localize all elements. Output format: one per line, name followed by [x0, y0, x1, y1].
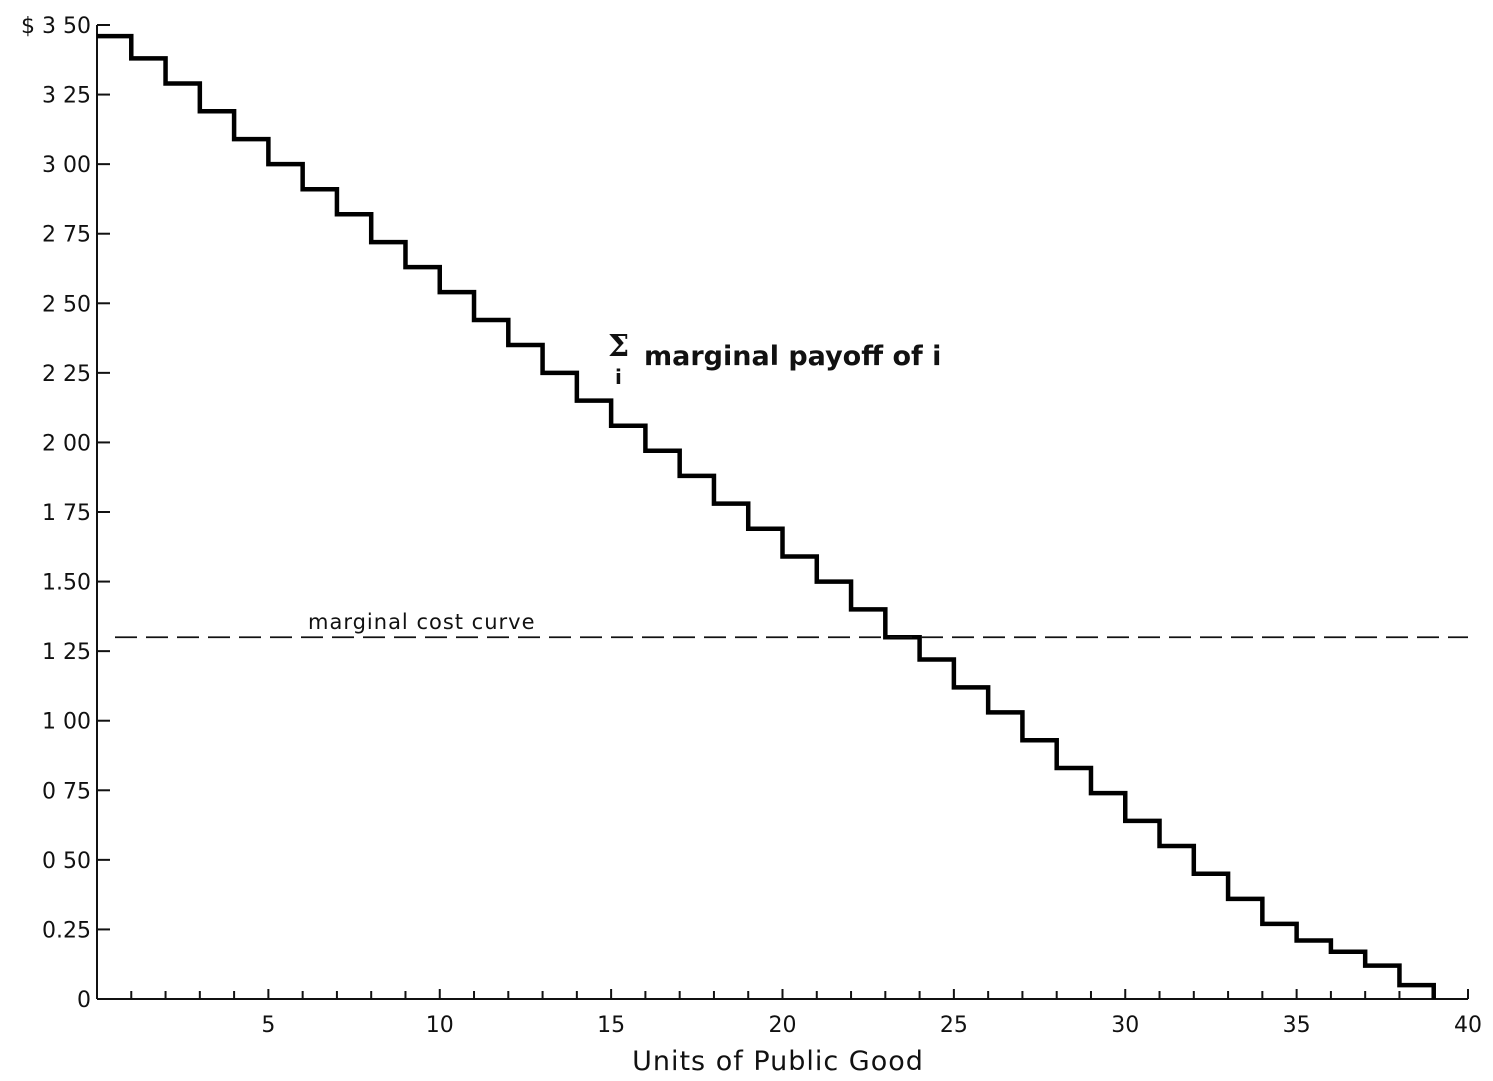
x-axis-title: Units of Public Good — [632, 1046, 924, 1077]
y-tick-label: 1 25 — [42, 640, 91, 665]
x-axis-ticks: 5 10 15 20 25 30 35 40 — [130, 989, 1482, 1038]
y-tick-label: 3 00 — [42, 153, 91, 178]
y-tick-label: 0.25 — [42, 918, 91, 943]
y-tick-label: 0 50 — [42, 849, 91, 874]
y-tick-label: 3 25 — [42, 84, 91, 109]
label-layer: Units of Public Good Σ i marginal payoff… — [308, 329, 941, 1077]
x-tick-label: 5 — [261, 1013, 275, 1038]
x-tick-label: 40 — [1454, 1013, 1482, 1038]
y-tick-label: 2 50 — [42, 292, 91, 317]
y-tick-label: 1 75 — [42, 501, 91, 526]
y-tick-label: 2 75 — [42, 223, 91, 248]
series-layer — [97, 33, 1468, 999]
x-tick-label: 20 — [769, 1013, 797, 1038]
x-tick-label: 35 — [1283, 1013, 1311, 1038]
y-tick-label: 1 00 — [42, 710, 91, 735]
y-tick-label: 2 25 — [42, 362, 91, 387]
x-tick-label: 30 — [1111, 1013, 1139, 1038]
y-tick-label: $ 3 50 — [21, 14, 91, 39]
payoff-subscript-label: i — [615, 365, 622, 389]
marginal-cost-label: marginal cost curve — [308, 610, 536, 634]
x-tick-label: 25 — [940, 1013, 968, 1038]
y-axis-ticks: 0 0.25 0 50 0 75 1 00 1 25 1.50 1 75 2 00 2 25 2 5… — [21, 14, 110, 1013]
x-tick-label: 15 — [597, 1013, 625, 1038]
y-tick-label: 0 75 — [42, 779, 91, 804]
payoff-sigma-label: Σ — [608, 329, 629, 364]
y-tick-label: 0 — [77, 988, 91, 1013]
payoff-curve-label: marginal payoff of i — [644, 341, 941, 372]
x-tick-label: 10 — [426, 1013, 454, 1038]
marginal-payoff-step-line — [97, 33, 1436, 999]
y-tick-label: 1.50 — [42, 571, 91, 596]
y-tick-label: 2 00 — [42, 431, 91, 456]
